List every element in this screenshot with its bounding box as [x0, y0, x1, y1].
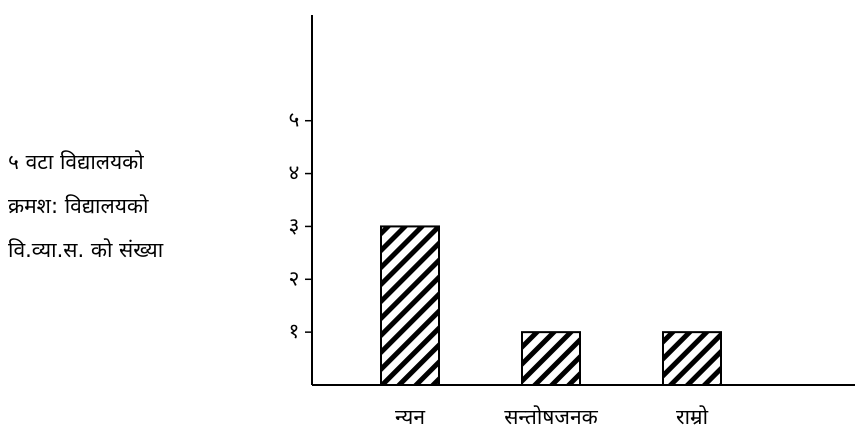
y-axis-label: क्रमश: विद्यालयको: [8, 194, 149, 218]
bar: [521, 331, 581, 386]
y-tick-label: ३: [289, 213, 300, 237]
x-tick-label: न्यन: [395, 405, 425, 429]
y-axis-label: वि.व्या.स. को संख्या: [8, 238, 164, 262]
y-tick-label: ५: [289, 108, 300, 132]
bar: [380, 225, 440, 386]
x-tick-label: राम्रो: [676, 405, 709, 429]
y-tick-label: २: [289, 266, 300, 290]
y-axis-label: ५ वटा विद्यालयको: [8, 150, 144, 174]
x-tick-label: सन्तोषजनक: [504, 405, 598, 429]
y-tick-label: ४: [289, 161, 300, 185]
y-tick-label: १: [289, 319, 300, 343]
bar: [662, 331, 722, 386]
